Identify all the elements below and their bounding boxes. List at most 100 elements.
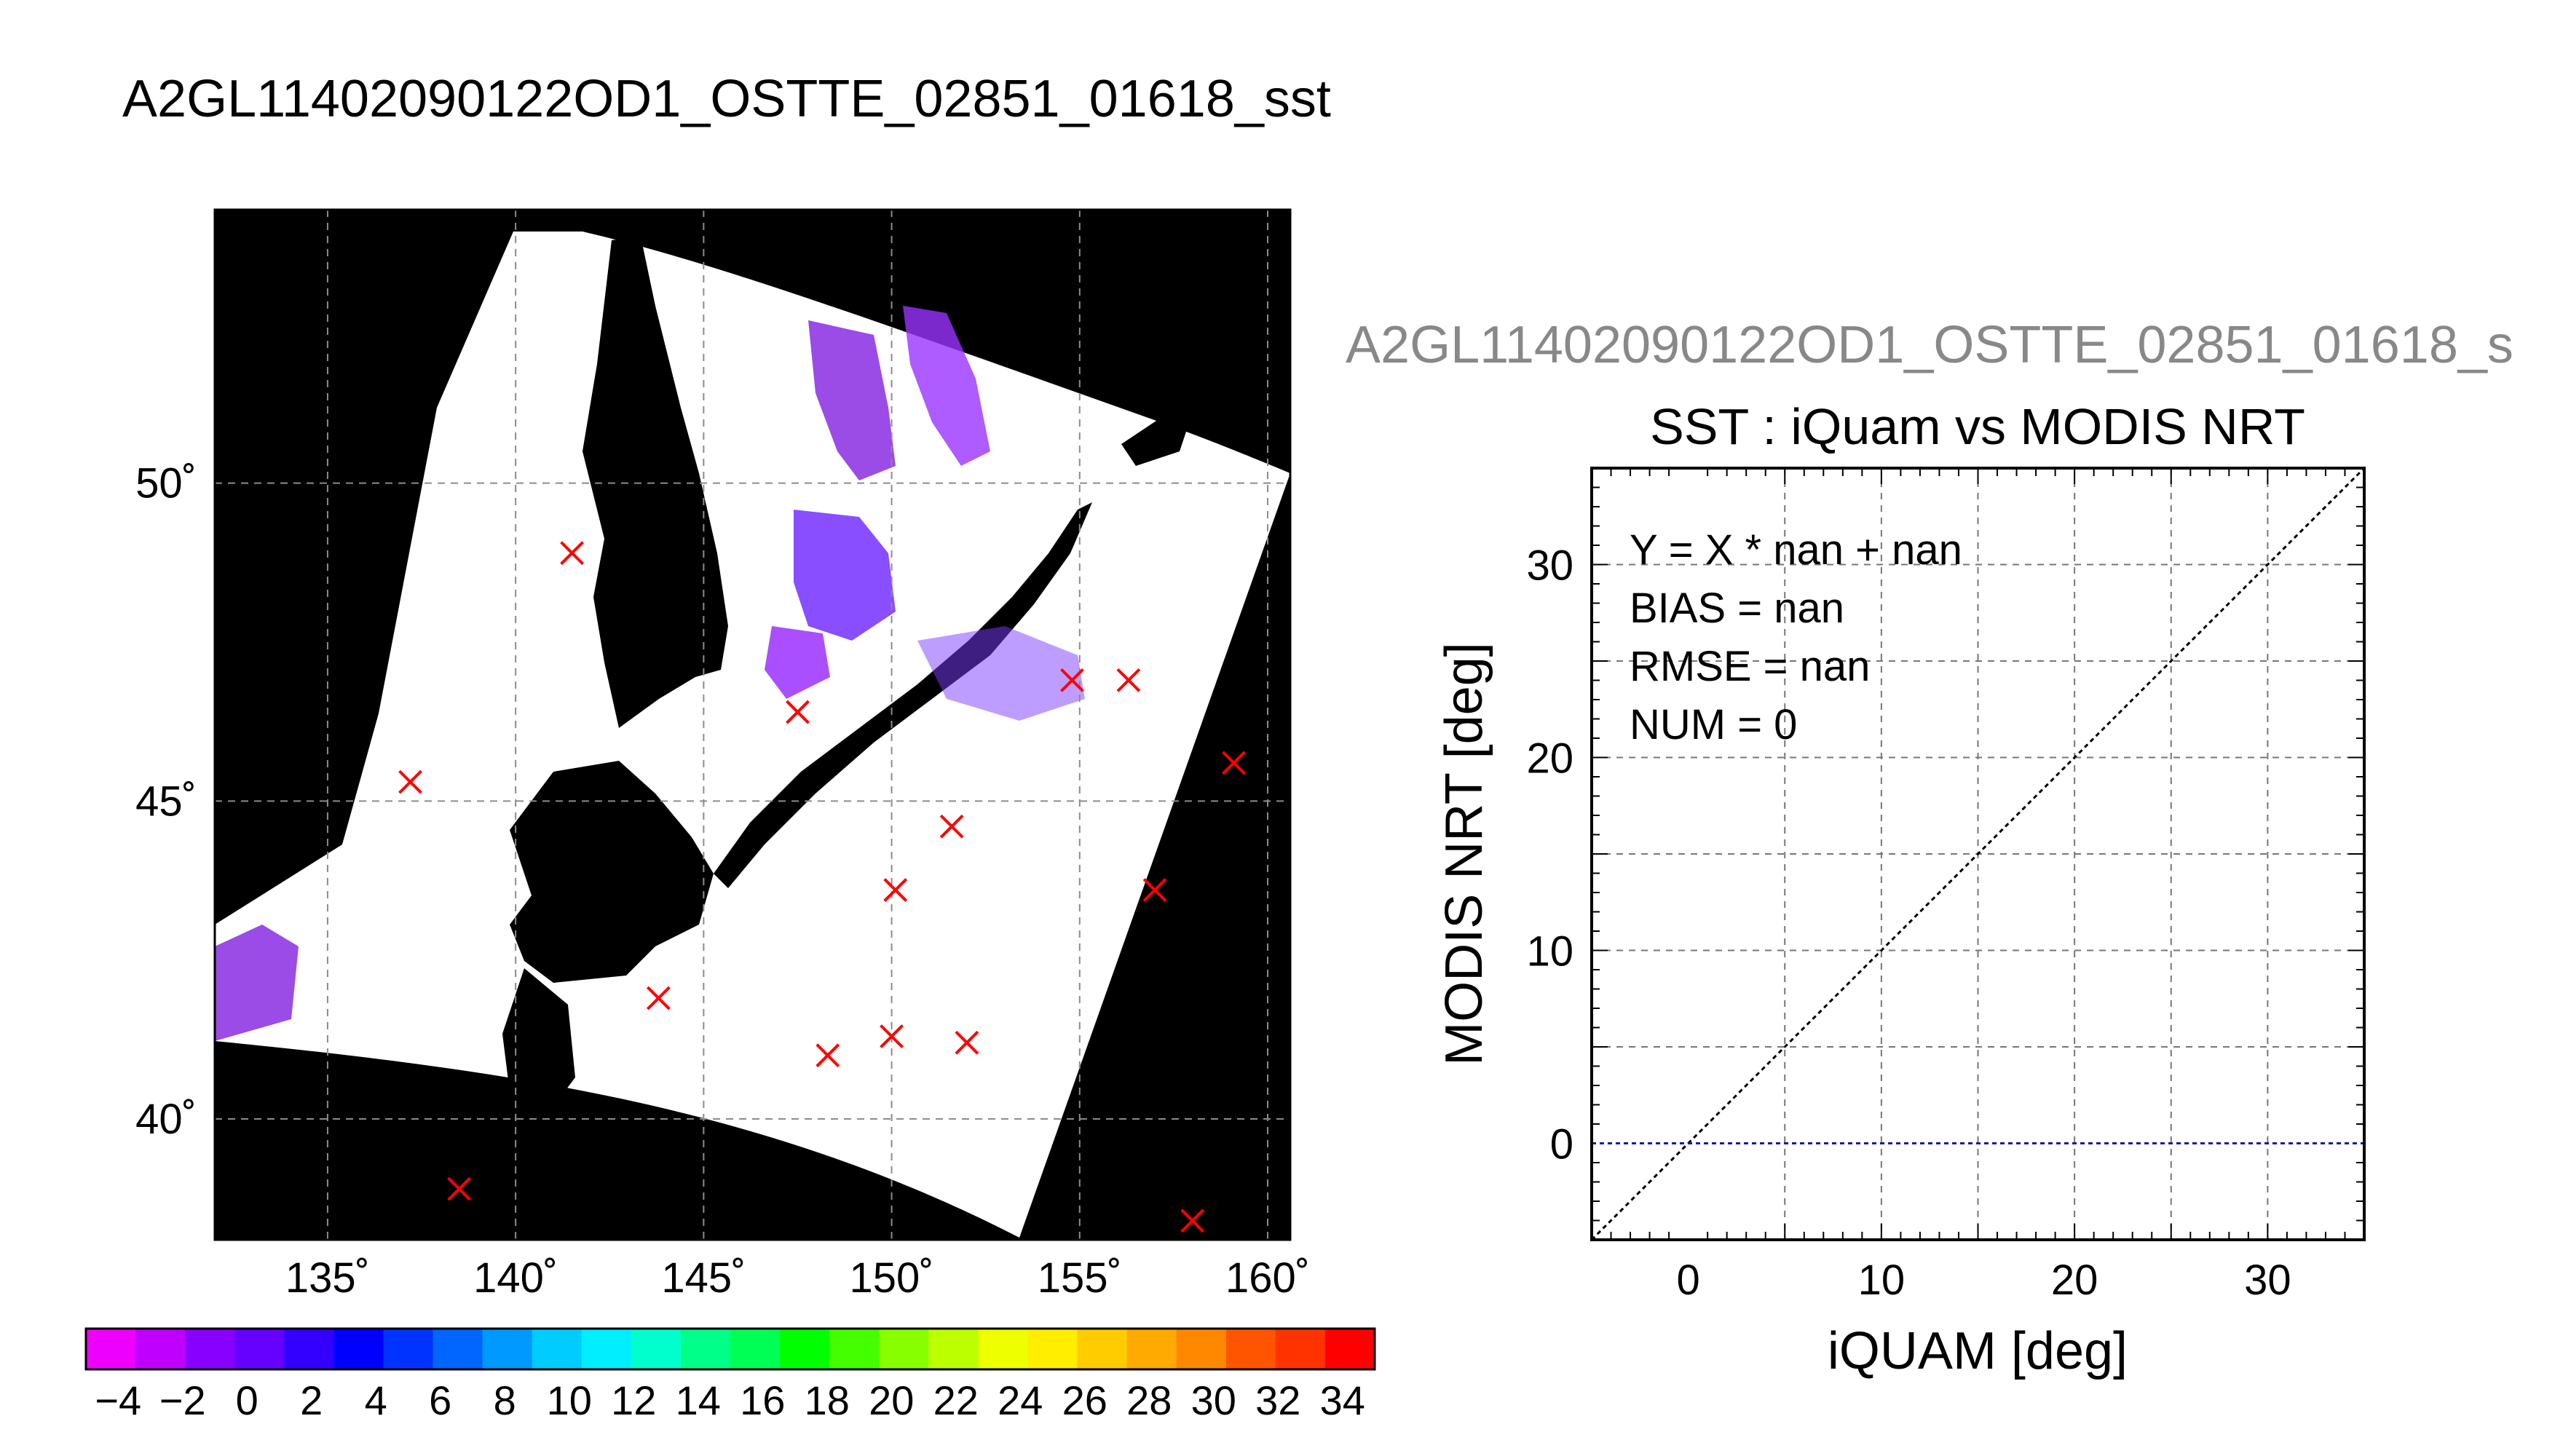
colorbar-tick-label: 30 [1191, 1377, 1236, 1423]
sst-marker-stroke [646, 986, 671, 1010]
colorbar-labels: −4 −2 0 2 4 6 8 10 12 14 16 18 20 22 24 26 28 30 32 34 [95, 1377, 1365, 1423]
land-kamchatka [1121, 408, 1194, 466]
sst-patch-3 [765, 626, 830, 699]
map-grid [215, 210, 1290, 1240]
colorbar-cell [879, 1329, 930, 1369]
scatter-x-tick-label: 10 [1858, 1257, 1906, 1304]
lon-tick-label: 155˚ [1038, 1254, 1122, 1302]
colorbar-cell [829, 1329, 880, 1369]
colorbar-tick-label: 22 [933, 1377, 979, 1423]
colorbar-cell [383, 1329, 434, 1369]
colorbar-cell [631, 1329, 682, 1369]
colorbar-cell [1077, 1329, 1128, 1369]
sst-marker [1222, 751, 1246, 775]
sst-marker-stroke [1060, 668, 1084, 692]
sst-marker [1142, 878, 1167, 903]
scatter-x-tick-label: 30 [2244, 1257, 2291, 1304]
map-lat-ticks: 40˚ 45˚ 50˚ [135, 460, 197, 1143]
sst-patch-5 [215, 925, 299, 1041]
colorbar-cell [581, 1329, 632, 1369]
scatter-y-label: MODIS NRT [deg] [1435, 642, 1493, 1066]
colorbar-cell [780, 1329, 831, 1369]
colorbar-tick-label: 10 [547, 1377, 592, 1423]
colorbar-tick-label: 6 [429, 1377, 451, 1423]
sst-patch-2 [794, 510, 896, 641]
overlay-title: A2GL11402090122OD1_OSTTE_02851_01618_s [1346, 316, 2513, 374]
scatter-annotation: RMSE = nan [1630, 643, 1870, 690]
map-lon-ticks: 135˚ 140˚ 145˚ 150˚ 155˚ 160˚ [285, 1254, 1310, 1302]
sst-marker-stroke [560, 541, 585, 566]
colorbar-tick-label: 4 [365, 1377, 387, 1423]
sst-marker-stroke [1116, 668, 1141, 692]
scatter-annotation: BIAS = nan [1630, 585, 1844, 632]
sst-marker-stroke [447, 1176, 472, 1201]
colorbar-cell [680, 1329, 731, 1369]
colorbar-cell [234, 1329, 285, 1369]
lon-tick-label: 135˚ [285, 1254, 370, 1302]
colorbar-cell [1324, 1329, 1375, 1369]
lon-tick-label: 145˚ [661, 1254, 746, 1302]
colorbar-tick-label: 14 [676, 1377, 721, 1423]
colorbar-tick-label: 28 [1126, 1377, 1172, 1423]
scatter-y-tick-label: 0 [1550, 1121, 1573, 1168]
sst-patch-4 [903, 306, 990, 466]
sst-marker-stroke [883, 878, 908, 903]
colorbar-tick-label: −2 [159, 1377, 206, 1423]
colorbar-tick-label: 12 [611, 1377, 656, 1423]
sst-map: 135˚ 140˚ 145˚ 150˚ 155˚ 160˚ 40˚ 45˚ 50˚ [135, 208, 1310, 1302]
sst-marker [398, 769, 422, 794]
colorbar-tick-label: 8 [494, 1377, 516, 1423]
sst-marker [1060, 668, 1084, 692]
scatter-x-tick-labels: 0 10 20 30 [1676, 1257, 2291, 1304]
sst-marker-stroke [816, 1043, 840, 1068]
sst-patch-1 [808, 320, 896, 480]
colorbar-tick-label: 32 [1255, 1377, 1300, 1423]
colorbar-tick-label: 20 [869, 1377, 914, 1423]
sst-marker-stroke [880, 1024, 904, 1048]
map-markers [398, 541, 1246, 1233]
sst-marker [939, 814, 964, 839]
colorbar-tick-label: 24 [998, 1377, 1043, 1423]
sst-marker [883, 878, 908, 903]
colorbar-cell [978, 1329, 1029, 1369]
sst-marker [880, 1024, 904, 1048]
colorbar-tick-label: 18 [805, 1377, 850, 1423]
land-kurils [714, 502, 1092, 888]
sst-marker [1180, 1208, 1205, 1233]
colorbar-tick-label: 34 [1320, 1377, 1365, 1423]
sst-marker-stroke [955, 1030, 979, 1055]
sst-marker-stroke [786, 700, 810, 724]
colorbar-cell [284, 1329, 335, 1369]
colorbar-cells [86, 1329, 1375, 1369]
sst-marker [646, 986, 671, 1010]
lat-tick-label: 45˚ [135, 778, 197, 825]
colorbar-cell [135, 1329, 186, 1369]
colorbar-cell [86, 1329, 137, 1369]
colorbar-cell [1225, 1329, 1276, 1369]
sst-marker-stroke [939, 814, 964, 839]
colorbar-tick-label: −4 [95, 1377, 141, 1423]
lon-tick-label: 160˚ [1225, 1254, 1310, 1302]
lat-tick-label: 40˚ [135, 1096, 197, 1143]
one-to-one-line [1592, 468, 2364, 1240]
colorbar-tick-label: 0 [236, 1377, 258, 1423]
scatter-grid [1592, 468, 2364, 1240]
sst-marker-stroke [1142, 878, 1167, 903]
scatter-x-tick-label: 0 [1676, 1257, 1699, 1304]
sst-marker [560, 541, 585, 566]
sst-marker-stroke [398, 769, 422, 794]
lon-tick-label: 140˚ [473, 1254, 558, 1302]
lon-tick-label: 150˚ [850, 1254, 934, 1302]
sst-marker-stroke [1222, 751, 1246, 775]
colorbar-cell [532, 1329, 583, 1369]
land-honshu-north [502, 968, 575, 1107]
colorbar-cell [333, 1329, 384, 1369]
land-sakhalin [583, 237, 728, 728]
sst-marker [447, 1176, 472, 1201]
scatter-plot: SST : iQuam vs MODIS NRT 0 10 20 30 0 10 20 30… [1435, 398, 2366, 1380]
lat-tick-label: 50˚ [135, 460, 197, 507]
colorbar-cell [433, 1329, 483, 1369]
colorbar: −4 −2 0 2 4 6 8 10 12 14 16 18 20 22 24 26 28 30 32 34 [84, 1327, 1376, 1423]
colorbar-cell [730, 1329, 781, 1369]
